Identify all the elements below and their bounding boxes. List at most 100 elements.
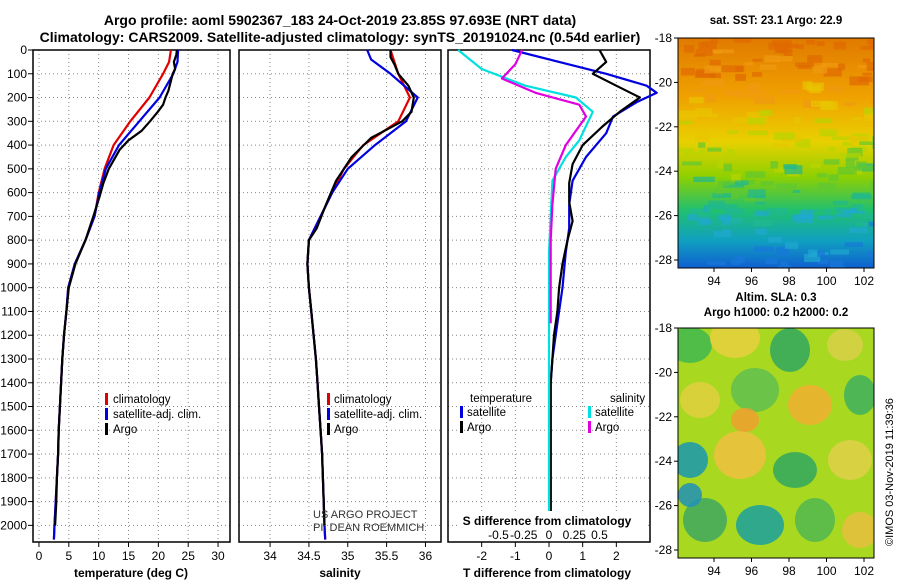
- salinity-diff-tick-label: -0.5: [488, 528, 509, 542]
- sst-patch: [869, 181, 874, 190]
- sst-patch: [798, 210, 815, 219]
- sst-patch: [698, 142, 706, 148]
- sst-patch: [726, 149, 735, 156]
- sst-patch: [780, 89, 801, 94]
- sst-patch: [777, 56, 793, 62]
- temperature-frame: [32, 49, 231, 543]
- y-tick-label: 1700: [0, 447, 27, 461]
- difference-legend: temperature salinity satellite Argo sate…: [460, 393, 645, 434]
- sst-map-axes: -18 -20 -22 -24 -26 -28 94 96 98 100 102: [655, 31, 875, 288]
- y-tick-label: 1900: [0, 495, 27, 509]
- sst-patch: [843, 102, 855, 107]
- sst-patch: [850, 136, 858, 146]
- y-tick-label: 1800: [0, 471, 27, 485]
- sla-blob: [736, 505, 784, 545]
- sst-patch: [795, 62, 815, 67]
- sst-patch: [758, 109, 773, 116]
- sst-patch: [755, 229, 767, 235]
- sst-patch: [823, 208, 832, 216]
- sst-patch: [721, 65, 743, 73]
- sla-blob: [678, 483, 702, 507]
- sst-patch: [753, 246, 774, 252]
- legend-satellite: satellite-adj. clim.: [334, 409, 422, 421]
- sla-blob: [773, 452, 817, 488]
- sst-patch: [678, 110, 698, 120]
- x-tick-label: 34: [263, 549, 277, 563]
- legend-satellite: satellite-adj. clim.: [113, 409, 201, 421]
- sst-patch: [792, 190, 801, 193]
- sst-patch: [760, 181, 774, 186]
- sst-patch: [735, 73, 746, 81]
- x-tick-label: 10: [92, 549, 106, 563]
- sst-patch: [823, 159, 840, 165]
- sst-patch: [684, 45, 695, 53]
- salinity-diff-tick-label: 0: [546, 528, 553, 542]
- sst-patch: [795, 139, 811, 148]
- sst-patch: [817, 251, 825, 257]
- map-y-tick-label: -20: [655, 365, 673, 379]
- sst-patch: [797, 65, 812, 69]
- sst-patch: [853, 168, 862, 175]
- legend-swatch-argo: [327, 423, 330, 435]
- map-y-tick-label: -26: [655, 499, 673, 513]
- map-y-tick-label: -22: [655, 120, 673, 134]
- sst-patch: [706, 261, 726, 266]
- sst-patch: [816, 41, 825, 47]
- sst-patch: [780, 261, 789, 266]
- sst-patch: [870, 98, 874, 104]
- sst-patch: [845, 159, 855, 168]
- sst-patch: [753, 220, 774, 225]
- sst-patch: [747, 91, 767, 95]
- imos-credit: ©IMOS 03-Nov-2019 11:39:36: [884, 398, 896, 546]
- sst-patch: [725, 204, 738, 213]
- sst-patch: [838, 63, 846, 71]
- sst-patch: [840, 153, 861, 158]
- legend-swatch-s-satellite: [588, 406, 591, 418]
- sst-patch: [703, 79, 725, 87]
- sst-patch: [683, 152, 699, 156]
- difference-lines: [457, 48, 658, 526]
- salinity-diff-tick-label: 0.5: [591, 528, 608, 542]
- series-s-argo: [500, 49, 588, 324]
- legend-swatch-argo: [105, 423, 108, 435]
- x-tick-label: 35.5: [375, 549, 399, 563]
- sst-patch: [747, 111, 768, 119]
- sst-patch: [744, 62, 754, 66]
- sst-patch: [811, 100, 830, 108]
- x-tick-label: 1: [579, 549, 586, 563]
- y-tick-label: 1300: [0, 352, 27, 366]
- sst-patch: [867, 251, 874, 258]
- sst-patch: [731, 258, 741, 265]
- sst-patch: [863, 113, 874, 121]
- sst-patch: [734, 180, 749, 186]
- x-tick-label: 2: [613, 549, 620, 563]
- salinity-diff-tick-label: -0.25: [510, 528, 538, 542]
- y-tick-label: 400: [7, 138, 27, 152]
- sla-blob: [731, 408, 759, 432]
- sst-patch: [723, 90, 744, 97]
- sst-patch: [786, 43, 799, 48]
- sst-patch: [687, 214, 697, 221]
- sst-patch: [689, 97, 704, 104]
- x-tick-label: 20: [152, 549, 166, 563]
- sst-patch: [724, 192, 740, 199]
- sst-patch: [772, 40, 792, 47]
- sst-patch: [680, 67, 695, 76]
- sst-patch: [715, 187, 723, 195]
- legend-climatology: climatology: [334, 394, 392, 406]
- sst-patch: [864, 107, 874, 115]
- legend-salinity-title: salinity: [610, 393, 645, 405]
- sst-patch: [866, 62, 874, 71]
- sst-patch: [689, 208, 705, 217]
- sst-patch: [678, 148, 694, 153]
- sst-patch: [785, 242, 799, 249]
- legend-swatch-t-argo: [460, 421, 463, 433]
- x-tick-label: 30: [211, 549, 225, 563]
- map-y-tick-label: -22: [655, 410, 673, 424]
- x-tick-label: -1: [510, 549, 521, 563]
- salinity-diff-tick-label: 0.25: [563, 528, 587, 542]
- sst-patch: [827, 86, 845, 93]
- series-t-argo: [549, 49, 642, 526]
- series-s-satellite: [457, 49, 594, 526]
- map-x-tick-label: 94: [707, 274, 721, 288]
